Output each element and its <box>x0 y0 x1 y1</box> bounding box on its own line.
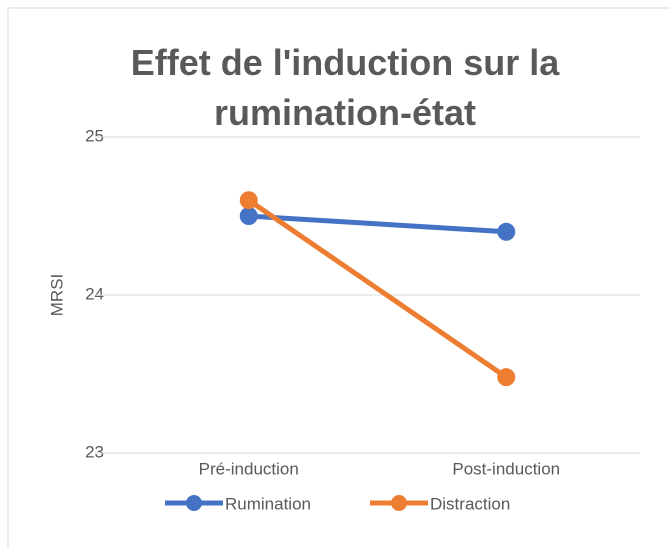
data-point <box>497 368 516 387</box>
data-point <box>497 222 516 241</box>
data-point <box>239 207 258 225</box>
y-tick-label: 23 <box>85 442 104 461</box>
legend-marker <box>391 495 407 511</box>
legend-marker <box>186 495 202 511</box>
x-tick-label: Post-induction <box>452 459 560 478</box>
series-line <box>246 197 509 380</box>
legend-label: Distraction <box>430 494 510 513</box>
y-axis-label: MRSI <box>47 274 66 317</box>
legend-label: Rumination <box>225 494 311 513</box>
data-point <box>239 191 258 210</box>
chart-frame <box>7 7 670 548</box>
y-tick-label: 24 <box>85 284 104 303</box>
y-tick-label: 25 <box>85 126 104 145</box>
x-tick-label: Pré-induction <box>199 459 299 478</box>
series-line <box>246 213 509 235</box>
chart-title: Effet de l'induction sur la rumination-é… <box>130 42 560 133</box>
